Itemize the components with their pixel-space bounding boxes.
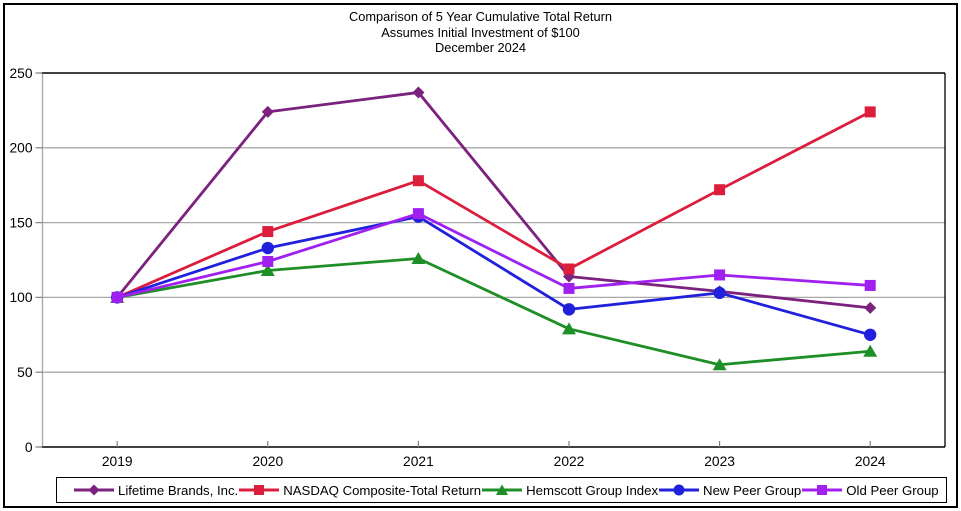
legend-item-hemscott-group-index: Hemscott Group Index (481, 483, 658, 498)
legend-item-nasdaq-composite-total-return: NASDAQ Composite-Total Return (238, 483, 481, 498)
legend: Lifetime Brands, Inc. NASDAQ Composite-To… (56, 477, 947, 503)
y-tick-label-150: 150 (9, 215, 32, 230)
series-line-hemscott-group-index (115, 257, 872, 367)
series-line-new-peer-group (115, 215, 872, 337)
chart-title: Comparison of 5 Year Cumulative Total Re… (0, 9, 961, 56)
y-tick-label-250: 250 (9, 66, 32, 81)
new-peer-group-legend-marker-icon (659, 484, 700, 496)
series-nasdaq-composite-total-return-2020-marker (262, 226, 274, 238)
x-tick-label-2021: 2021 (403, 454, 434, 469)
legend-item-lifetime-brands-inc: Lifetime Brands, Inc. (73, 483, 238, 498)
lifetime-brands-inc-legend-marker-icon (74, 484, 114, 496)
series-old-peer-group-2020-marker (262, 255, 274, 267)
x-tick-label-2023: 2023 (704, 454, 735, 469)
series-hemscott-group-index-2021-marker (411, 252, 426, 265)
series-old-peer-group-2023-marker (714, 269, 726, 281)
hemscott-group-index-legend-marker-icon (482, 484, 523, 495)
series-nasdaq-composite-total-return-2022-marker (563, 263, 575, 275)
legend-item-new-peer-group: New Peer Group (658, 483, 801, 498)
chart-title-line1: Comparison of 5 Year Cumulative Total Re… (349, 9, 612, 24)
series-hemscott-group-index-2022-marker (562, 322, 576, 335)
x-tick-label-2020: 2020 (252, 454, 283, 469)
series-hemscott-group-index-2023-marker (712, 358, 727, 371)
y-tick-label-100: 100 (9, 290, 32, 305)
series-hemscott-group-index-2020-marker (260, 263, 275, 276)
legend-label-nasdaq-composite-total-return: NASDAQ Composite-Total Return (283, 482, 482, 498)
legend-label-lifetime-brands-inc: Lifetime Brands, Inc. (118, 482, 239, 498)
y-tick-label-0: 0 (25, 440, 33, 455)
series-nasdaq-composite-total-return-2024-marker (864, 106, 876, 118)
x-tick-label-2024: 2024 (855, 454, 886, 469)
series-old-peer-group-2022-marker (563, 282, 575, 294)
series-lifetime-brands-inc-2024-marker (864, 301, 877, 314)
series-lifetime-brands-inc-2021-marker (412, 86, 425, 99)
legend-label-old-peer-group: Old Peer Group (846, 482, 939, 498)
legend-label-new-peer-group: New Peer Group (703, 482, 802, 498)
chart-title-line3: December 2024 (434, 40, 527, 55)
old-peer-group-legend-marker-icon (802, 485, 843, 495)
y-tick-label-50: 50 (17, 365, 33, 380)
series-line-nasdaq-composite-total-return (115, 110, 872, 299)
series-nasdaq-composite-total-return-2021-marker (412, 175, 424, 187)
series-old-peer-group-2019-marker (111, 291, 123, 303)
series-line-lifetime-brands-inc (115, 91, 872, 310)
series-old-peer-group-2021-marker (412, 208, 424, 220)
x-tick-label-2019: 2019 (102, 454, 133, 469)
series-new-peer-group-2023-marker (713, 286, 726, 300)
y-tick-label-200: 200 (9, 141, 32, 156)
series-new-peer-group-2022-marker (562, 303, 576, 316)
series-old-peer-group-2024-marker (864, 279, 876, 291)
nasdaq-composite-total-return-legend-marker-icon (239, 485, 280, 495)
series-new-peer-group-2024-marker (864, 328, 877, 341)
series-hemscott-group-index-2024-marker (863, 344, 878, 357)
series-new-peer-group-2020-marker (261, 241, 274, 255)
series-nasdaq-composite-total-return-2023-marker (714, 184, 726, 196)
x-tick-label-2022: 2022 (554, 454, 585, 469)
legend-item-old-peer-group: Old Peer Group (801, 482, 939, 498)
chart-title-line2: Assumes Initial Investment of $100 (381, 24, 580, 40)
series-line-old-peer-group (115, 212, 872, 299)
legend-label-hemscott-group-index: Hemscott Group Index (526, 482, 659, 498)
series-lifetime-brands-inc-2020-marker (261, 105, 274, 118)
